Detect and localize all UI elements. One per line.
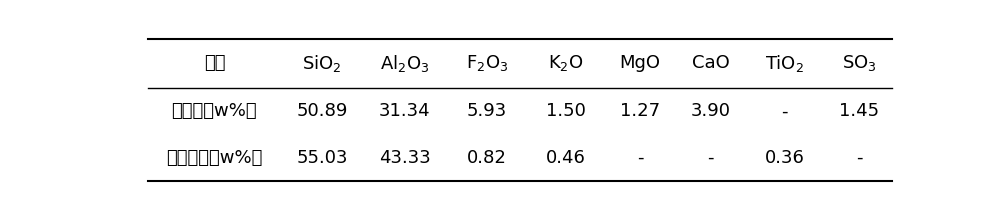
- Text: SiO$_2$: SiO$_2$: [302, 53, 342, 74]
- Text: 31.34: 31.34: [379, 102, 430, 120]
- Text: -: -: [782, 102, 788, 120]
- Text: 55.03: 55.03: [296, 149, 348, 167]
- Text: K$_2$O: K$_2$O: [548, 53, 584, 73]
- Text: MgO: MgO: [620, 54, 661, 72]
- Text: F$_2$O$_3$: F$_2$O$_3$: [466, 53, 508, 73]
- Text: 偏高岭土（w%）: 偏高岭土（w%）: [166, 149, 263, 167]
- Text: 1.50: 1.50: [546, 102, 586, 120]
- Text: 3.90: 3.90: [690, 102, 730, 120]
- Text: 成分: 成分: [204, 54, 225, 72]
- Text: -: -: [637, 149, 643, 167]
- Text: 1.45: 1.45: [839, 102, 879, 120]
- Text: 50.89: 50.89: [296, 102, 348, 120]
- Text: 1.27: 1.27: [620, 102, 660, 120]
- Text: TiO$_2$: TiO$_2$: [765, 53, 804, 74]
- Text: Al$_2$O$_3$: Al$_2$O$_3$: [380, 53, 429, 74]
- Text: -: -: [856, 149, 862, 167]
- Text: CaO: CaO: [692, 54, 729, 72]
- Text: 0.46: 0.46: [546, 149, 586, 167]
- Text: 粉煤灰（w%）: 粉煤灰（w%）: [172, 102, 257, 120]
- Text: 0.82: 0.82: [467, 149, 507, 167]
- Text: 0.36: 0.36: [765, 149, 805, 167]
- Text: 5.93: 5.93: [467, 102, 507, 120]
- Text: SO$_3$: SO$_3$: [842, 53, 877, 73]
- Text: -: -: [707, 149, 714, 167]
- Text: 43.33: 43.33: [379, 149, 430, 167]
